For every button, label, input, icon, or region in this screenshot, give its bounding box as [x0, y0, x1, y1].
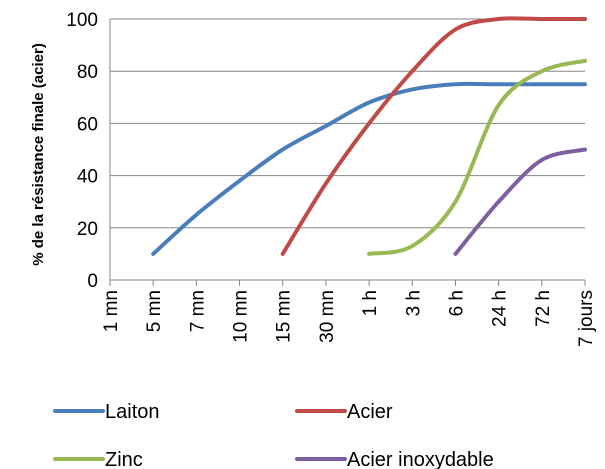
x-tick-label: 15 mn [274, 290, 295, 343]
x-tick-label: 10 mn [231, 290, 252, 343]
y-tick-label: 20 [77, 219, 98, 240]
y-tick-label: 100 [66, 10, 98, 31]
legend: Laiton Acier Zinc Acier inoxydable [53, 401, 494, 469]
x-tick-label: 6 h [446, 290, 467, 316]
x-tick-label: 24 h [490, 290, 511, 327]
x-tick-label: 72 h [533, 290, 554, 327]
y-tick-label: 0 [87, 271, 98, 292]
series-line-laiton [151, 81, 587, 256]
x-tick-label: 30 mn [317, 290, 338, 343]
series-line-acier-inoxydable [453, 147, 587, 256]
x-tick-label: 7 jours [576, 290, 597, 347]
y-tick-label: 60 [77, 114, 98, 135]
x-tick-label: 5 mn [144, 290, 165, 332]
grid-layer [110, 18, 585, 229]
legend-label-acier: Acier [347, 401, 393, 423]
legend-label-zinc: Zinc [105, 449, 143, 469]
x-tick-label: 3 h [403, 290, 424, 316]
x-tick-label: 1 mn [101, 290, 122, 332]
x-tick-label: 7 mn [187, 290, 208, 332]
axis-layer [109, 19, 586, 286]
legend-label-laiton: Laiton [105, 401, 160, 423]
label-layer: 0 20 40 60 80 100 1 mn 5 mn 7 mn 10 mn 15 mn 30 mn 1… [30, 10, 597, 347]
y-axis-title: % de la résistance finale (acier) [30, 43, 47, 266]
x-tick-label: 1 h [360, 290, 381, 316]
legend-label-acier-inoxydable: Acier inoxydable [347, 449, 494, 469]
series-layer [151, 16, 587, 256]
series-line-zinc [367, 58, 587, 256]
series-line-acier [280, 16, 587, 256]
y-tick-label: 40 [77, 167, 98, 188]
y-tick-label: 80 [77, 62, 98, 83]
